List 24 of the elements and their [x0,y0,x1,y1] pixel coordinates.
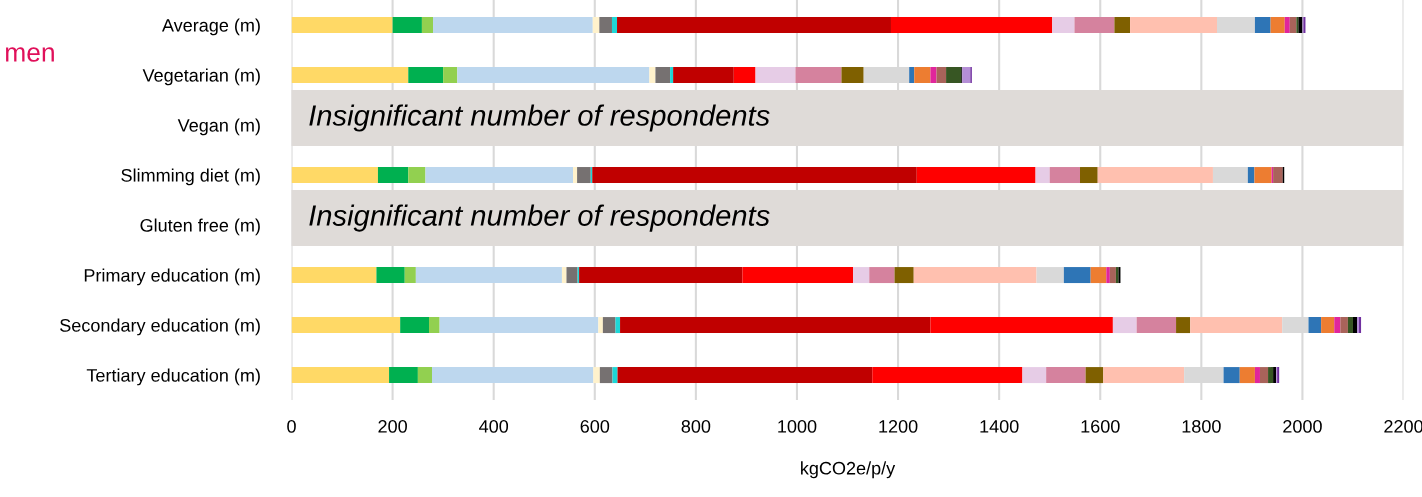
x-tick-label: 800 [681,420,711,433]
x-tick-label: 200 [378,420,407,433]
x-tick-label: 600 [580,420,610,433]
annotation: Insignificant number of respondents [309,204,770,232]
x-tick-label: 1000 [778,420,817,433]
x-tick-label: 400 [479,420,509,433]
x-tick-label: 1400 [980,420,1019,433]
y-tick-label: Average (m) [161,18,260,36]
y-tick-label: Gluten free (m) [140,218,260,236]
y-tick-label: Tertiary education (m) [86,368,260,386]
x-tick-label: 2200 [1384,420,1422,433]
x-axis-title: kgCO2e/p/y [801,461,896,479]
y-tick-label: Primary education (m) [84,268,260,286]
y-tick-label: Secondary education (m) [60,318,260,336]
x-tick-label: 1800 [1182,420,1221,433]
x-tick-label: 0 [287,420,296,433]
y-tick-label: Vegan (m) [177,118,260,136]
x-tick-label: 1600 [1081,420,1120,433]
x-tick-label: 1200 [879,420,918,433]
x-tick-label: 2000 [1283,420,1322,433]
y-tick-label: Slimming diet (m) [121,168,260,186]
text: men [6,47,54,62]
annotation: Insignificant number of respondents [309,104,770,132]
y-tick-label: Vegetarian (m) [142,68,260,86]
